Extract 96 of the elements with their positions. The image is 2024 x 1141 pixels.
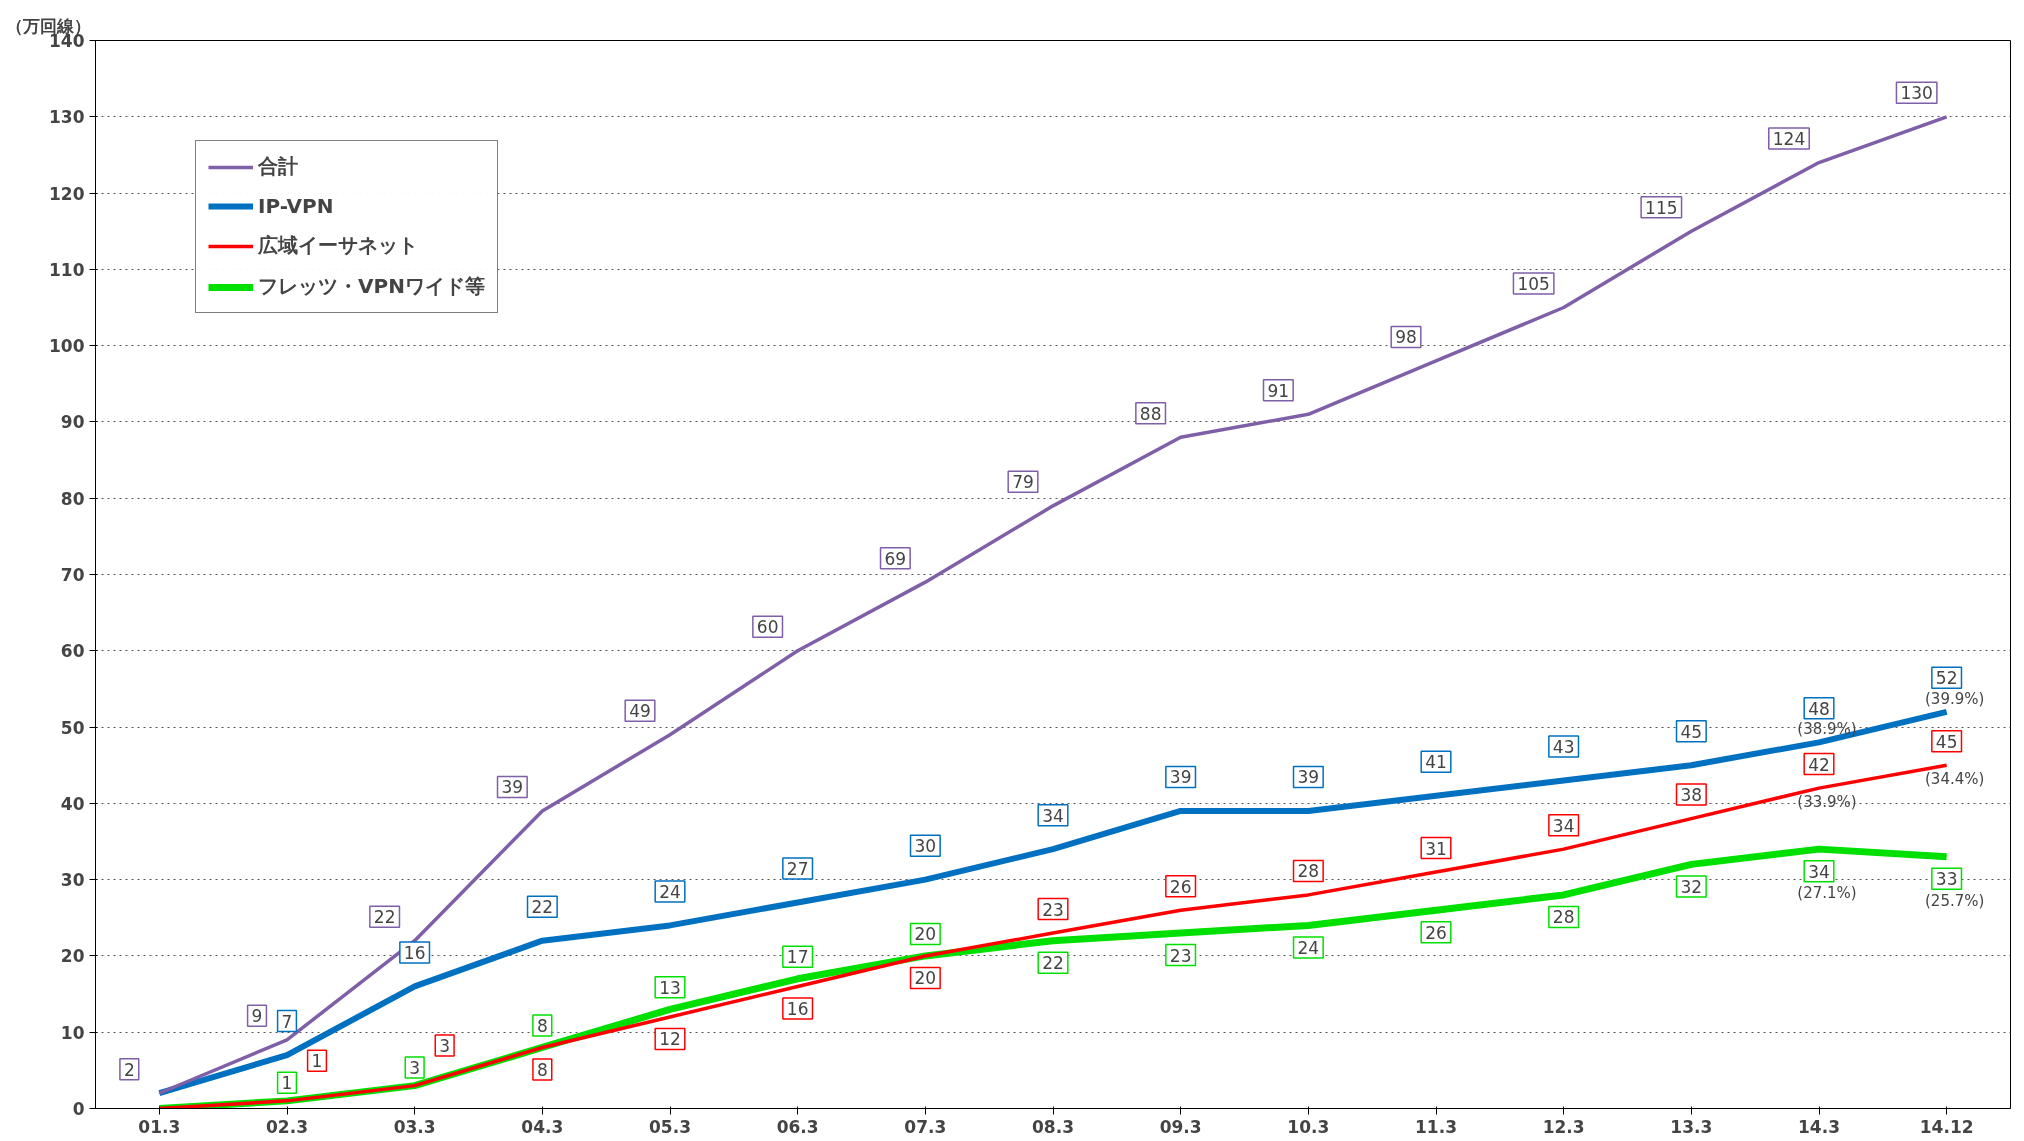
annotation: (39.9%) — [1924, 689, 1985, 708]
data-label: 79 — [1012, 472, 1034, 493]
y-tick-label: 0 — [72, 1099, 85, 1119]
data-label: 105 — [1517, 274, 1550, 294]
data-label: 9 — [251, 1006, 263, 1027]
data-label: 22 — [531, 897, 554, 918]
annotation: (34.4%) — [1924, 770, 1985, 789]
x-tick-label: 09.3 — [1159, 1116, 1202, 1137]
data-label: 98 — [1395, 327, 1417, 348]
legend-label: 広域イーサネット — [258, 232, 418, 259]
annotation: (27.1%) — [1797, 884, 1857, 903]
y-tick-label: 10 — [60, 1022, 85, 1043]
x-tick-label: 13.3 — [1670, 1116, 1713, 1137]
y-tick-label: 20 — [60, 946, 85, 967]
y-tick-label: 130 — [49, 107, 85, 128]
x-tick-label: 06.3 — [776, 1116, 819, 1137]
data-label: 45 — [1680, 721, 1703, 742]
data-label: 34 — [1042, 805, 1064, 826]
x-tick-label: 14.3 — [1798, 1116, 1840, 1137]
data-label: 22 — [1042, 953, 1064, 974]
legend-label: フレッツ・VPNワイド等 — [258, 273, 485, 300]
data-label: 115 — [1645, 197, 1678, 218]
data-label: 16 — [786, 998, 809, 1019]
x-tick-label: 02.3 — [266, 1116, 308, 1137]
annotation: (33.9%) — [1797, 793, 1857, 812]
data-label: 17 — [786, 947, 809, 968]
x-tick-label: 12.3 — [1542, 1116, 1585, 1137]
data-label: 91 — [1267, 380, 1290, 401]
data-label: 3 — [439, 1036, 451, 1057]
annotation: (38.9%) — [1797, 720, 1857, 739]
y-tick-label: 50 — [60, 717, 85, 738]
data-label: 12 — [659, 1029, 681, 1050]
data-label: 27 — [786, 859, 809, 880]
data-label: 28 — [1552, 907, 1575, 928]
data-label: 39 — [1169, 767, 1192, 788]
data-label: 1 — [281, 1073, 293, 1094]
data-label: 38 — [1680, 785, 1703, 806]
data-label: 26 — [1169, 876, 1192, 897]
data-label: 8 — [536, 1059, 548, 1080]
x-tick-label: 14.12 — [1919, 1116, 1974, 1137]
data-label: 20 — [914, 968, 937, 989]
data-label: 60 — [756, 617, 779, 638]
data-label: 28 — [1297, 861, 1320, 882]
data-label: 42 — [1808, 754, 1830, 775]
y-tick-label: 80 — [60, 488, 85, 509]
data-label: 32 — [1680, 876, 1703, 897]
data-label: 2 — [123, 1059, 135, 1080]
data-label: 24 — [659, 881, 681, 902]
data-label: 52 — [1935, 668, 1958, 689]
data-label: 43 — [1552, 736, 1575, 757]
data-label: 49 — [629, 701, 651, 722]
data-label: 48 — [1808, 698, 1830, 719]
legend-label: 合計 — [258, 153, 298, 180]
y-tick-label: 60 — [60, 641, 85, 662]
y-tick-label: 110 — [49, 259, 85, 280]
data-label: 39 — [501, 777, 524, 798]
data-label: 34 — [1552, 815, 1575, 836]
data-label: 23 — [1042, 899, 1064, 920]
data-label: 3 — [409, 1058, 421, 1079]
x-tick-label: 05.3 — [649, 1116, 691, 1137]
data-label: 30 — [914, 836, 937, 857]
x-tick-label: 10.3 — [1287, 1116, 1330, 1137]
data-label: 45 — [1935, 731, 1958, 752]
data-label: 31 — [1425, 838, 1447, 859]
x-tick-label: 08.3 — [1032, 1116, 1074, 1137]
data-label: 26 — [1425, 922, 1447, 943]
data-label: 41 — [1425, 752, 1447, 773]
data-label: 88 — [1139, 403, 1162, 424]
y-tick-label: 40 — [60, 793, 85, 814]
data-label: 130 — [1900, 83, 1933, 104]
y-tick-label: 30 — [60, 870, 85, 891]
data-label: 16 — [403, 942, 426, 963]
x-tick-label: 01.3 — [138, 1116, 181, 1137]
data-label: 39 — [1297, 767, 1320, 788]
y-tick-label: 90 — [60, 412, 85, 433]
data-label: 13 — [659, 977, 681, 998]
data-label: 24 — [1297, 937, 1320, 958]
data-label: 1 — [311, 1051, 323, 1072]
y-tick-label: 100 — [49, 336, 85, 357]
annotation: (25.7%) — [1924, 891, 1985, 910]
data-label: 33 — [1935, 869, 1958, 890]
x-tick-label: 04.3 — [521, 1116, 564, 1137]
data-label: 23 — [1169, 945, 1192, 966]
data-label: 69 — [884, 548, 907, 569]
data-label: 124 — [1772, 129, 1806, 150]
y-tick-label: 120 — [49, 183, 85, 204]
x-tick-label: 03.3 — [393, 1116, 436, 1137]
x-tick-label: 07.3 — [904, 1116, 947, 1137]
data-label: 20 — [914, 924, 937, 945]
data-label: 34 — [1808, 861, 1830, 882]
x-tick-label: 11.3 — [1415, 1116, 1457, 1137]
legend-label: IP-VPN — [258, 194, 334, 218]
y-tick-label: 70 — [60, 565, 85, 585]
data-label: 8 — [536, 1015, 548, 1036]
data-label: 7 — [281, 1011, 293, 1032]
data-label: 22 — [373, 907, 396, 928]
